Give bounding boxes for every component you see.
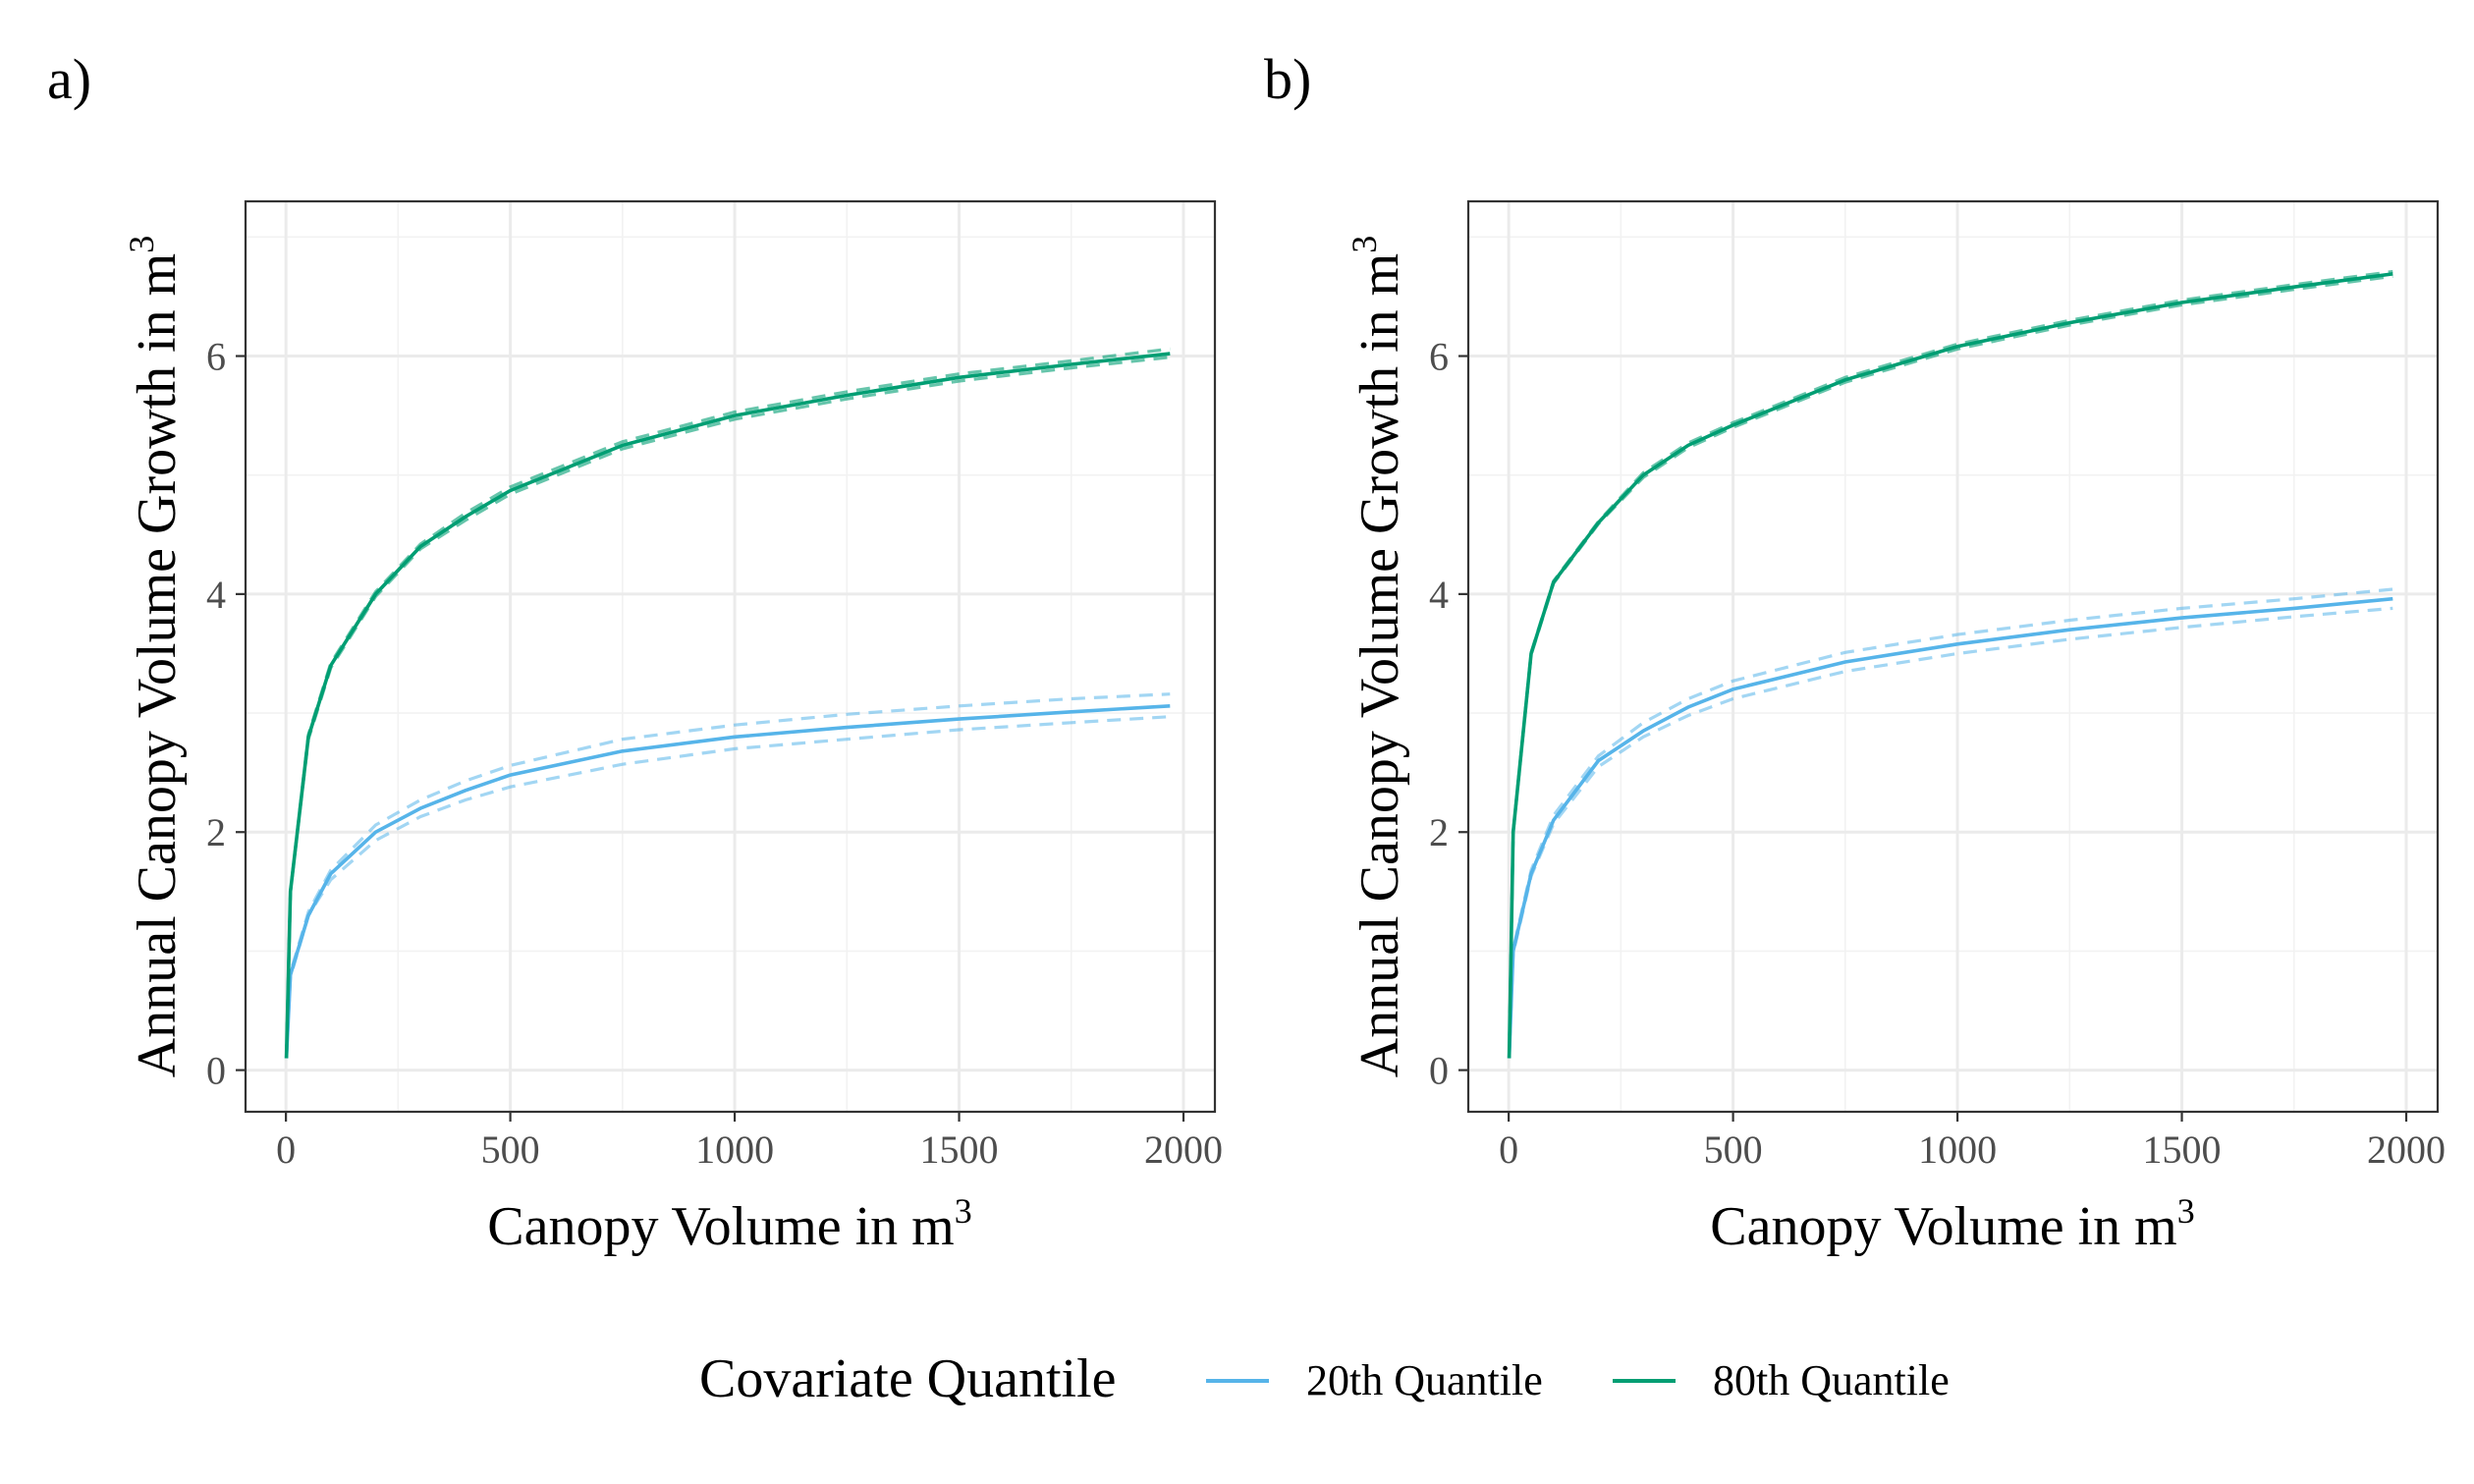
series-20th-line — [284, 704, 1171, 1059]
y-tick-label: 2 — [1429, 810, 1449, 854]
x-tick-label: 500 — [481, 1127, 540, 1172]
x-tick-label: 0 — [1499, 1127, 1518, 1172]
panel-label-a: a) — [47, 47, 91, 111]
y-axis-title: Annual Canopy Volume Growth in m3 — [1345, 236, 1410, 1077]
y-tick-label: 4 — [1429, 573, 1449, 617]
x-tick-label: 1500 — [2143, 1127, 2222, 1172]
panel-label-b: b) — [1264, 47, 1311, 111]
x-tick-label: 1000 — [1918, 1127, 1997, 1172]
plot-area-a — [244, 199, 1217, 1114]
x-tick-label: 0 — [276, 1127, 296, 1172]
series-20th-upper-ci — [285, 692, 1171, 1057]
series-20th-line — [1507, 596, 2393, 1059]
x-tick-label: 2000 — [1144, 1127, 1223, 1172]
x-tick-label: 500 — [1704, 1127, 1763, 1172]
panel-b: b) 0 500 1000 1500 2000 0 2 4 6 Canopy Volume in … — [1264, 47, 2446, 1257]
y-tick-label: 0 — [206, 1049, 226, 1093]
legend-label-20th: 20th Quantile — [1306, 1356, 1543, 1404]
series-80th-lower-ci — [285, 356, 1171, 1059]
x-tick-label: 1000 — [695, 1127, 774, 1172]
x-tick-label: 2000 — [2367, 1127, 2446, 1172]
legend: Covariate Quantile 20th Quantile 80th Qu… — [699, 1348, 1950, 1409]
x-axis-title: Canopy Volume in m3 — [1710, 1191, 2195, 1257]
plot-frame — [244, 199, 1217, 1114]
y-axis-title: Annual Canopy Volume Growth in m3 — [122, 236, 188, 1077]
y-tick-label: 6 — [206, 335, 226, 379]
y-tick-label: 0 — [1429, 1049, 1449, 1093]
x-tick-label: 1500 — [920, 1127, 999, 1172]
legend-label-80th: 80th Quantile — [1713, 1356, 1950, 1404]
series-80th-line — [284, 352, 1171, 1059]
plot-area-b — [1466, 199, 2440, 1114]
legend-title: Covariate Quantile — [699, 1348, 1117, 1409]
y-tick-label: 6 — [1429, 335, 1449, 379]
plot-frame — [1466, 199, 2440, 1114]
panel-a: a) 0 500 1000 1500 2000 0 2 4 6 Canopy Volume in … — [47, 47, 1223, 1257]
x-axis-title: Canopy Volume in m3 — [487, 1191, 972, 1257]
y-tick-label: 2 — [206, 810, 226, 854]
series-20th-lower-ci — [285, 715, 1171, 1059]
series-80th-line — [1507, 272, 2393, 1059]
plot-background — [246, 201, 1215, 1112]
y-tick-label: 4 — [206, 573, 226, 617]
series-20th-upper-ci — [1508, 587, 2393, 1057]
plot-background — [1468, 201, 2438, 1112]
